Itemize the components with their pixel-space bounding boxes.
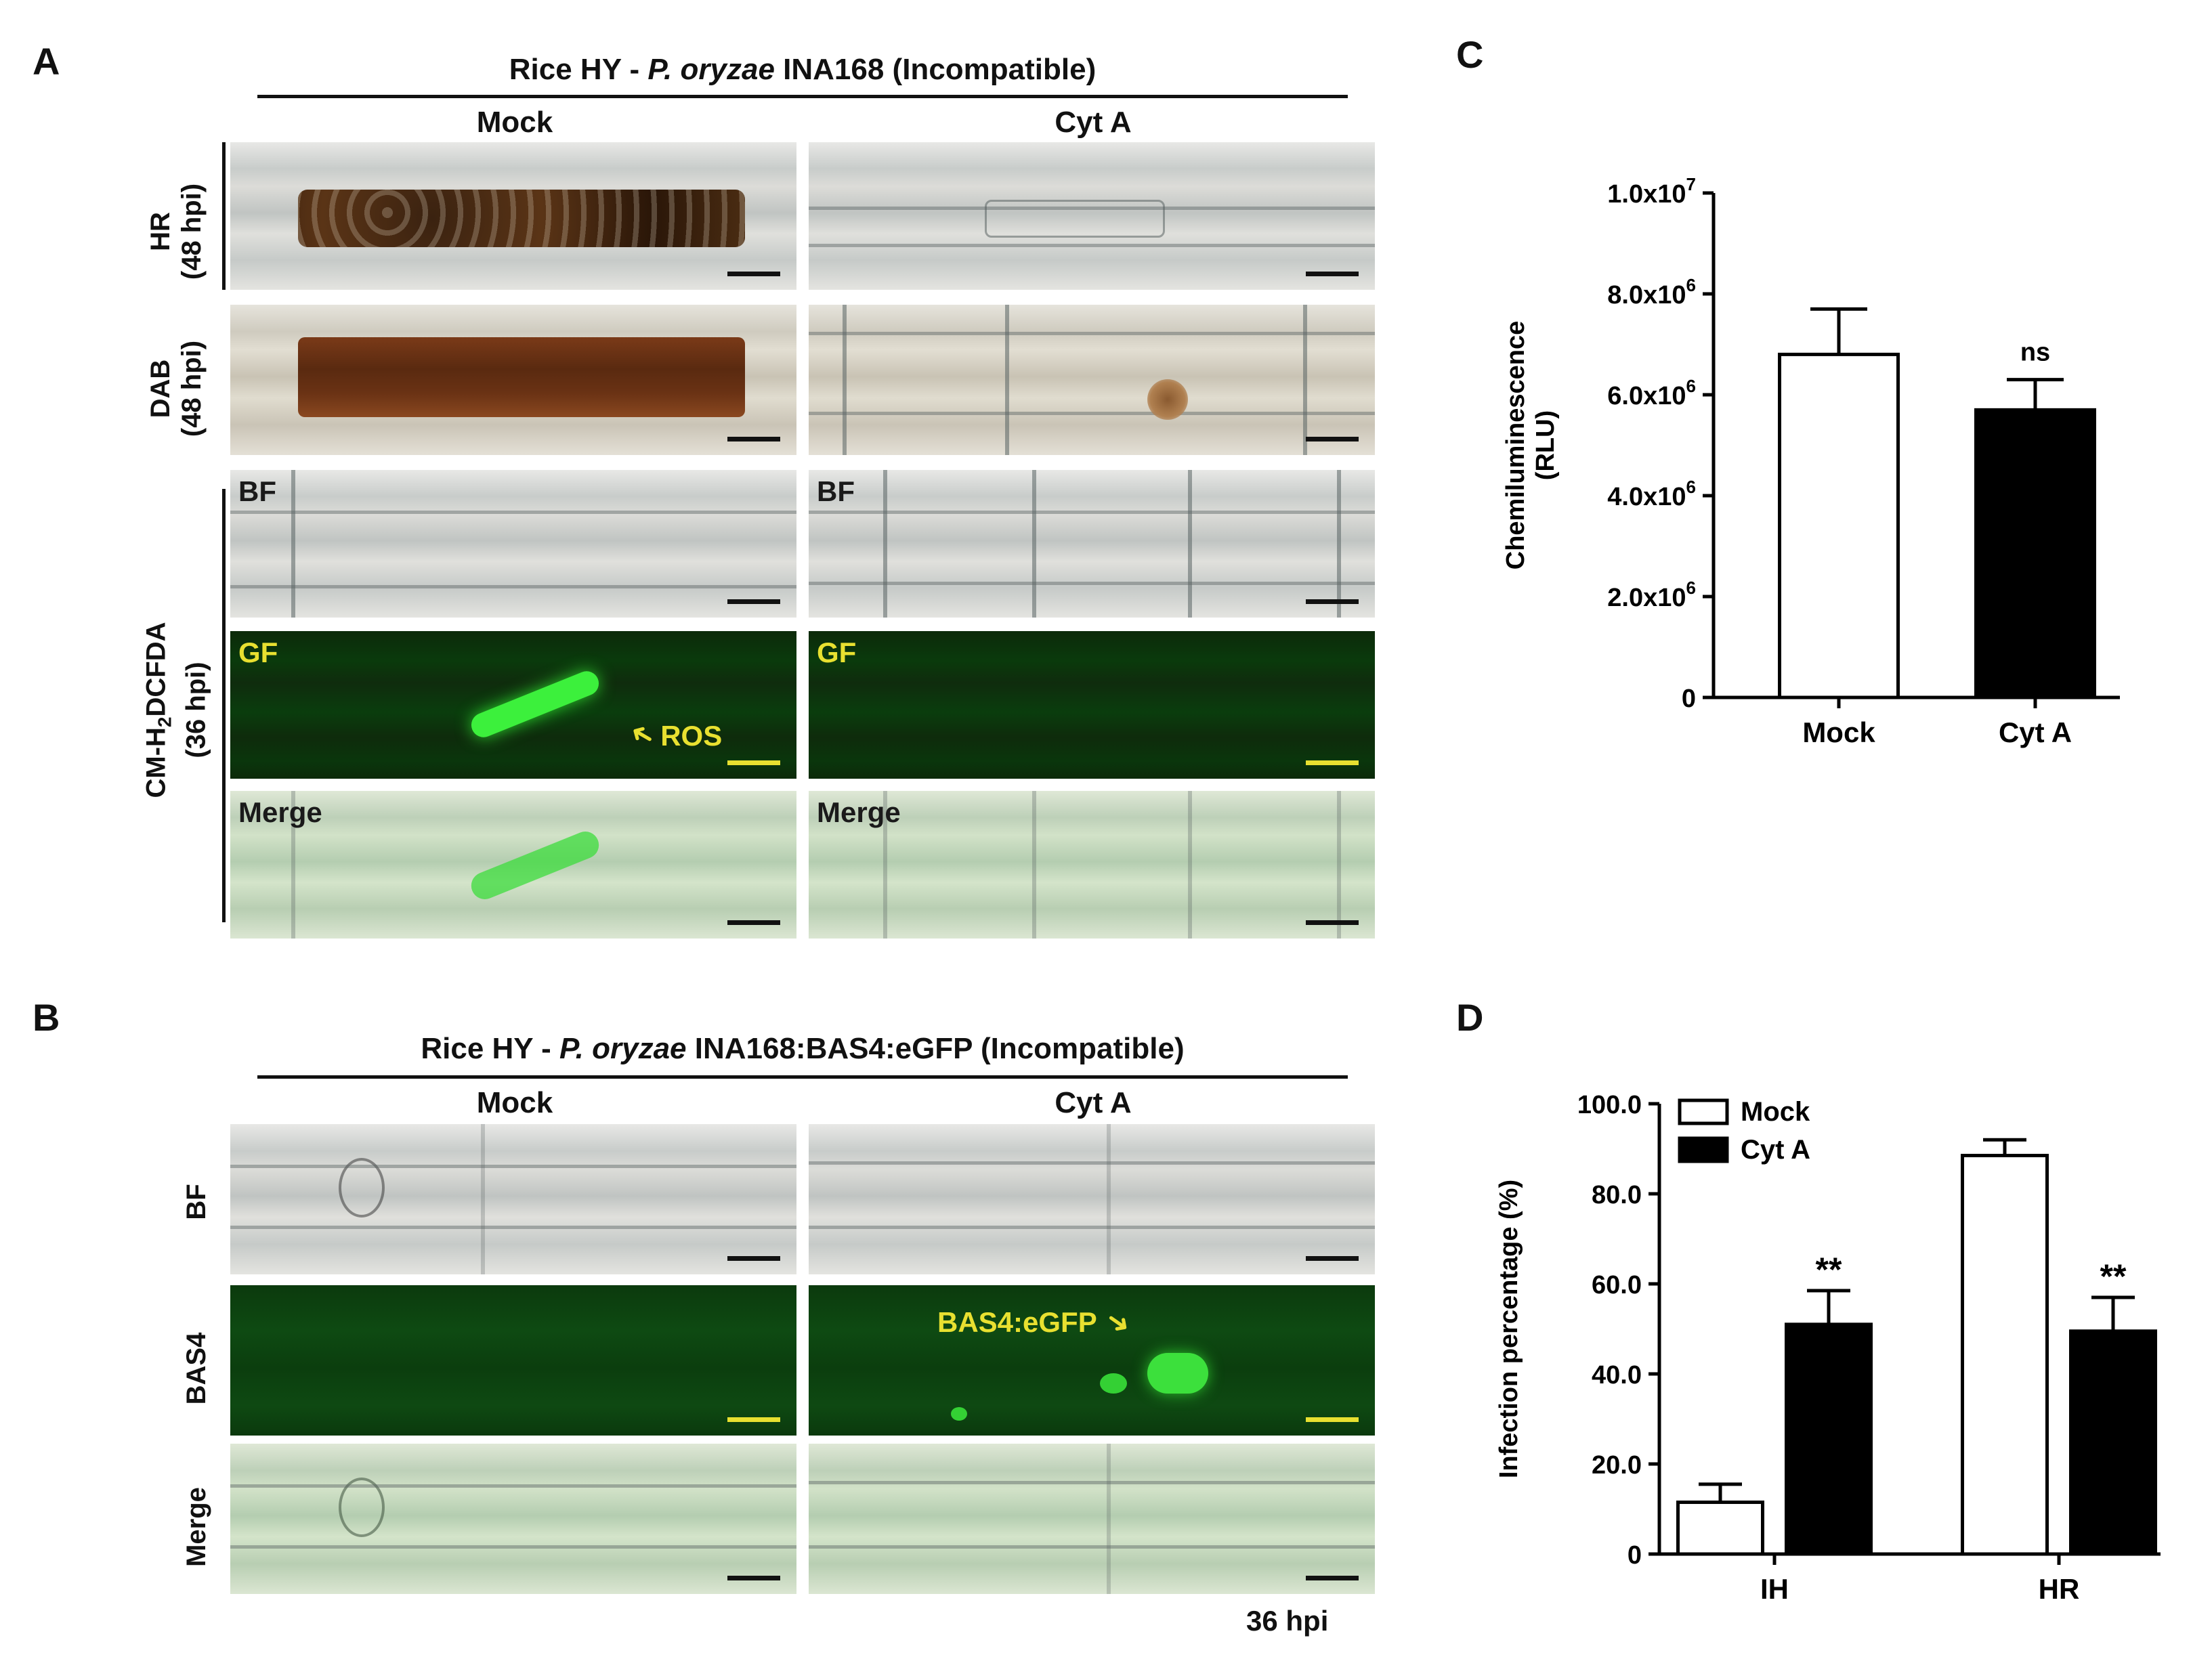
image-b-bf-mock bbox=[230, 1124, 796, 1274]
chart-d-ytick-label-2: 40.0 bbox=[1592, 1361, 1642, 1389]
chart-c-ytick-label-5: 1.0x107 bbox=[1607, 174, 1696, 209]
chart-c-ytick-label-0: 0 bbox=[1682, 685, 1696, 713]
ros-arrow-icon: ➜ bbox=[623, 716, 660, 756]
panel-b-header-italic: P. oryzae bbox=[559, 1032, 687, 1065]
bas4-egfp-label: BAS4:eGFP➜ bbox=[937, 1302, 1138, 1342]
panel-a-col-cyta: Cyt A bbox=[1055, 106, 1132, 139]
panel-c-letter: C bbox=[1456, 33, 1484, 76]
row-hr-label: HR (48 hpi) bbox=[146, 183, 207, 280]
row-dab-label: DAB (48 hpi) bbox=[146, 340, 207, 437]
panel-a-header-italic: P. oryzae bbox=[647, 53, 775, 86]
chart-c-xtick-label-Cyt A: Cyt A bbox=[1999, 716, 2072, 748]
panel-a-header-rule bbox=[257, 95, 1348, 98]
image-b-bf-cyta bbox=[809, 1124, 1375, 1274]
chart-c-ytick-label-2: 4.0x106 bbox=[1607, 477, 1696, 511]
chart-d-legend-swatch-Cyt A bbox=[1678, 1136, 1729, 1163]
image-cm-merge-mock: Merge bbox=[230, 791, 796, 939]
panel-a-col-mock: Mock bbox=[476, 106, 553, 139]
image-b-bas4-mock bbox=[230, 1285, 796, 1436]
image-cm-bf-mock: BF bbox=[230, 470, 796, 618]
panel-a-letter: A bbox=[33, 40, 60, 83]
chart-c-bar-Cyt A bbox=[1974, 408, 2096, 699]
chart-d-ylabel: Infection percentage (%) bbox=[1495, 1180, 1523, 1478]
image-cm-gf-cyta: GF bbox=[809, 631, 1375, 779]
panel-b-header-suffix: INA168:BAS4:eGFP (Incompatible) bbox=[686, 1032, 1185, 1065]
ros-label: ➜ROS bbox=[623, 716, 723, 756]
chart-d-bar-HR-Mock bbox=[1961, 1153, 2049, 1556]
tag-merge-mock: Merge bbox=[238, 796, 322, 828]
panel-a-header: Rice HY - P. oryzae INA168 (Incompatible… bbox=[257, 53, 1348, 87]
tag-bf-cyta: BF bbox=[817, 475, 855, 507]
tag-gf-cyta: GF bbox=[817, 637, 857, 668]
chart-d-legend-label-Cyt A: Cyt A bbox=[1741, 1135, 1810, 1165]
chart-d-xtick-label-IH: IH bbox=[1760, 1573, 1789, 1605]
chart-d-ytick-label-5: 100.0 bbox=[1577, 1091, 1642, 1119]
image-cm-merge-cyta: Merge bbox=[809, 791, 1375, 939]
image-cm-bf-cyta: BF bbox=[809, 470, 1375, 618]
chart-d-ytick-label-1: 20.0 bbox=[1592, 1451, 1642, 1480]
chart-d-ytick-label-4: 80.0 bbox=[1592, 1181, 1642, 1209]
chart-d-legend-label-Mock: Mock bbox=[1741, 1097, 1810, 1127]
image-hr-cyta bbox=[809, 142, 1375, 290]
image-b-merge-mock bbox=[230, 1444, 796, 1594]
bas4-arrow-icon: ➜ bbox=[1099, 1302, 1138, 1342]
chart-d: 0 20.0 40.0 60.0 80.0 100.0 Infection percenta… bbox=[1495, 1091, 2161, 1605]
image-cm-gf-mock: GF ➜ROS bbox=[230, 631, 796, 779]
chart-c-bar-Mock bbox=[1778, 352, 1900, 699]
image-dab-mock bbox=[230, 305, 796, 455]
chart-d-ytick-label-3: 60.0 bbox=[1592, 1271, 1642, 1299]
row-cm-bracket bbox=[222, 489, 226, 922]
image-b-bas4-cyta: BAS4:eGFP➜ bbox=[809, 1285, 1375, 1436]
chart-d-annotation: ** bbox=[2100, 1257, 2127, 1295]
panel-b-header-rule bbox=[257, 1075, 1348, 1079]
chart-c-ytick-label-1: 2.0x106 bbox=[1607, 578, 1696, 612]
panel-a-header-prefix: Rice HY - bbox=[509, 53, 648, 86]
chart-c-annotation: ns bbox=[2020, 339, 2050, 367]
chart-d-ytick-label-0: 0 bbox=[1628, 1541, 1642, 1570]
panel-b-header-prefix: Rice HY - bbox=[421, 1032, 559, 1065]
chart-c-ytick-label-3: 6.0x106 bbox=[1607, 376, 1696, 410]
row-hr-bracket bbox=[222, 142, 226, 290]
chart-c-xtick-label-Mock: Mock bbox=[1802, 716, 1875, 748]
chart-c: 0 2.0x106 4.0x106 6.0x106 8.0x106 1.0x107 Chem… bbox=[1502, 174, 2120, 748]
image-dab-cyta bbox=[809, 305, 1375, 455]
image-hr-mock bbox=[230, 142, 796, 290]
tag-bf-mock: BF bbox=[238, 475, 276, 507]
chart-d-xtick-label-HR: HR bbox=[2039, 1573, 2080, 1605]
chart-d-bar-IH-Mock bbox=[1676, 1501, 1764, 1556]
panel-b-footer: 36 hpi bbox=[1246, 1605, 1329, 1637]
panel-a-header-suffix: INA168 (Incompatible) bbox=[774, 53, 1097, 86]
chart-c-ylabel: Chemiluminescence(RLU) bbox=[1502, 321, 1560, 569]
row-b-bas4-label: BAS4 bbox=[182, 1332, 211, 1405]
panel-b-header: Rice HY - P. oryzae INA168:BAS4:eGFP (In… bbox=[257, 1032, 1348, 1066]
tag-gf-mock: GF bbox=[238, 637, 278, 668]
row-b-bf-label: BF bbox=[182, 1184, 211, 1220]
row-b-merge-label: Merge bbox=[182, 1487, 211, 1567]
panel-b-col-mock: Mock bbox=[476, 1086, 553, 1119]
chart-d-bar-IH-Cyt A bbox=[1785, 1322, 1873, 1556]
panel-b-col-cyta: Cyt A bbox=[1055, 1086, 1132, 1119]
panel-d-letter: D bbox=[1456, 996, 1484, 1039]
chart-d-legend-swatch-Mock bbox=[1678, 1098, 1729, 1125]
row-cm-label: CM-H2DCFDA (36 hpi) bbox=[141, 622, 211, 798]
chart-c-ytick-label-4: 8.0x106 bbox=[1607, 275, 1696, 309]
tag-merge-cyta: Merge bbox=[817, 796, 901, 828]
chart-d-bar-HR-Cyt A bbox=[2069, 1329, 2157, 1556]
image-b-merge-cyta bbox=[809, 1444, 1375, 1594]
chart-d-annotation: ** bbox=[1816, 1251, 1842, 1289]
panel-b-letter: B bbox=[33, 996, 60, 1039]
